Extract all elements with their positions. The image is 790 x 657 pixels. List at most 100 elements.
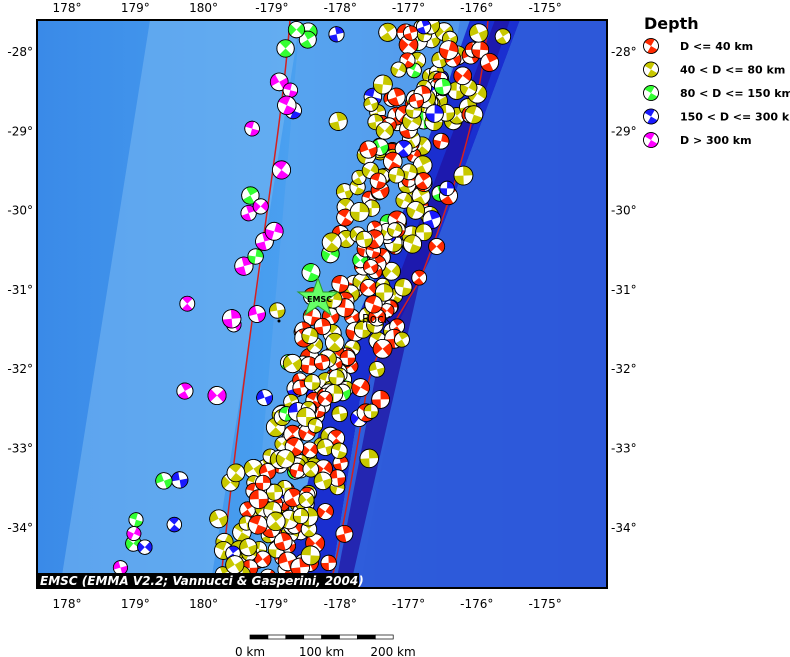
focal-mechanism [264,221,284,241]
ball-outline [387,222,403,238]
place-label: Rock [362,312,391,326]
focal-mechanism [316,503,334,521]
ball-outline [303,373,321,391]
ball-quadrants [317,439,334,456]
lat-label: -31° [611,283,637,297]
ball-outline [331,405,348,423]
ball-quadrants [373,341,392,357]
focal-mechanism [372,338,393,359]
focal-mechanism [328,111,348,131]
lat-label: -29° [7,124,33,138]
focal-mechanism [302,461,319,478]
focal-mechanism [321,232,342,253]
ball-quadrants [467,86,487,102]
ball-outline [209,509,229,529]
ball-quadrants [286,437,303,457]
ball-quadrants [328,333,342,352]
ball-outline [301,263,321,282]
ball-outline [414,172,433,190]
ball-outline [244,120,260,137]
ball-outline [313,318,332,336]
ball-outline [225,555,245,575]
ball-quadrants [242,186,258,205]
ball-outline [387,87,406,107]
ball-outline [247,248,264,265]
focal-mechanism [255,474,272,491]
ball-quadrants [644,38,658,54]
ball-quadrants [382,264,401,279]
ball-quadrants [155,473,173,489]
lon-label: -176° [460,597,493,611]
ball-outline [307,418,323,434]
focal-mechanism [643,38,659,54]
ball-outline [371,390,390,409]
ball-quadrants [406,148,421,162]
ball-quadrants [403,25,418,41]
ball-quadrants [447,81,466,100]
focal-mechanism [328,469,346,487]
focal-mechanism [428,238,446,255]
ball-quadrants [359,141,378,158]
lon-label: -179° [255,1,288,15]
ball-quadrants [248,305,266,323]
ball-outline [335,524,354,543]
ball-quadrants [433,133,449,149]
lat-label: -32° [611,362,637,376]
ball-outline [349,202,370,222]
ball-outline [359,140,378,159]
ball-quadrants [340,350,356,366]
lon-label: -178° [324,597,357,611]
focal-mechanism [207,386,227,406]
focal-mechanism [394,278,413,297]
ball-quadrants [465,105,483,124]
lat-label: -34° [7,521,33,535]
ball-outline [325,332,345,353]
focal-mechanism [408,93,425,109]
ball-outline [438,40,459,60]
ball-quadrants [268,512,284,531]
legend: Depth D <= 40 km 40 < D <= 80 km 80 < D <=… [643,14,790,148]
ball-quadrants [329,26,344,42]
focal-mechanism [382,261,401,281]
ball-quadrants [425,104,444,123]
focal-mechanism [137,539,153,555]
ball-quadrants [298,493,314,506]
ball-quadrants [288,23,305,36]
ball-outline [292,508,309,525]
epicenter-star [296,276,340,317]
ball-outline [166,516,182,533]
focal-mechanism [425,104,444,123]
ball-quadrants [399,37,418,52]
ball-quadrants [428,240,445,253]
ball-outline [317,390,333,407]
ball-quadrants [388,167,405,183]
focal-mechanism [369,172,387,190]
lon-label: -177° [392,1,425,15]
ball-quadrants [181,296,193,312]
ball-quadrants [395,332,409,348]
ball-quadrants [324,290,342,309]
ball-quadrants [439,181,455,196]
ball-quadrants [301,443,318,457]
focal-mechanism [331,442,348,460]
ball-quadrants [222,309,241,328]
ball-quadrants [360,281,377,294]
ball-outline [265,483,283,501]
ball-quadrants [416,172,431,190]
focal-mechanism [469,23,489,43]
focal-mechanism [328,26,345,43]
focal-mechanism [362,259,379,275]
ball-outline [296,407,316,427]
focal-mechanism [363,96,379,112]
ball-quadrants [113,560,128,575]
focal-mechanism [301,263,321,282]
ball-quadrants [384,152,401,171]
lon-label: -175° [528,597,561,611]
ball-quadrants [373,75,393,94]
ball-quadrants [439,40,459,60]
ball-outline [394,331,410,348]
ball-outline [422,210,442,230]
ball-outline [298,491,315,508]
scale-segment [249,634,269,640]
focal-mechanism [248,489,269,509]
